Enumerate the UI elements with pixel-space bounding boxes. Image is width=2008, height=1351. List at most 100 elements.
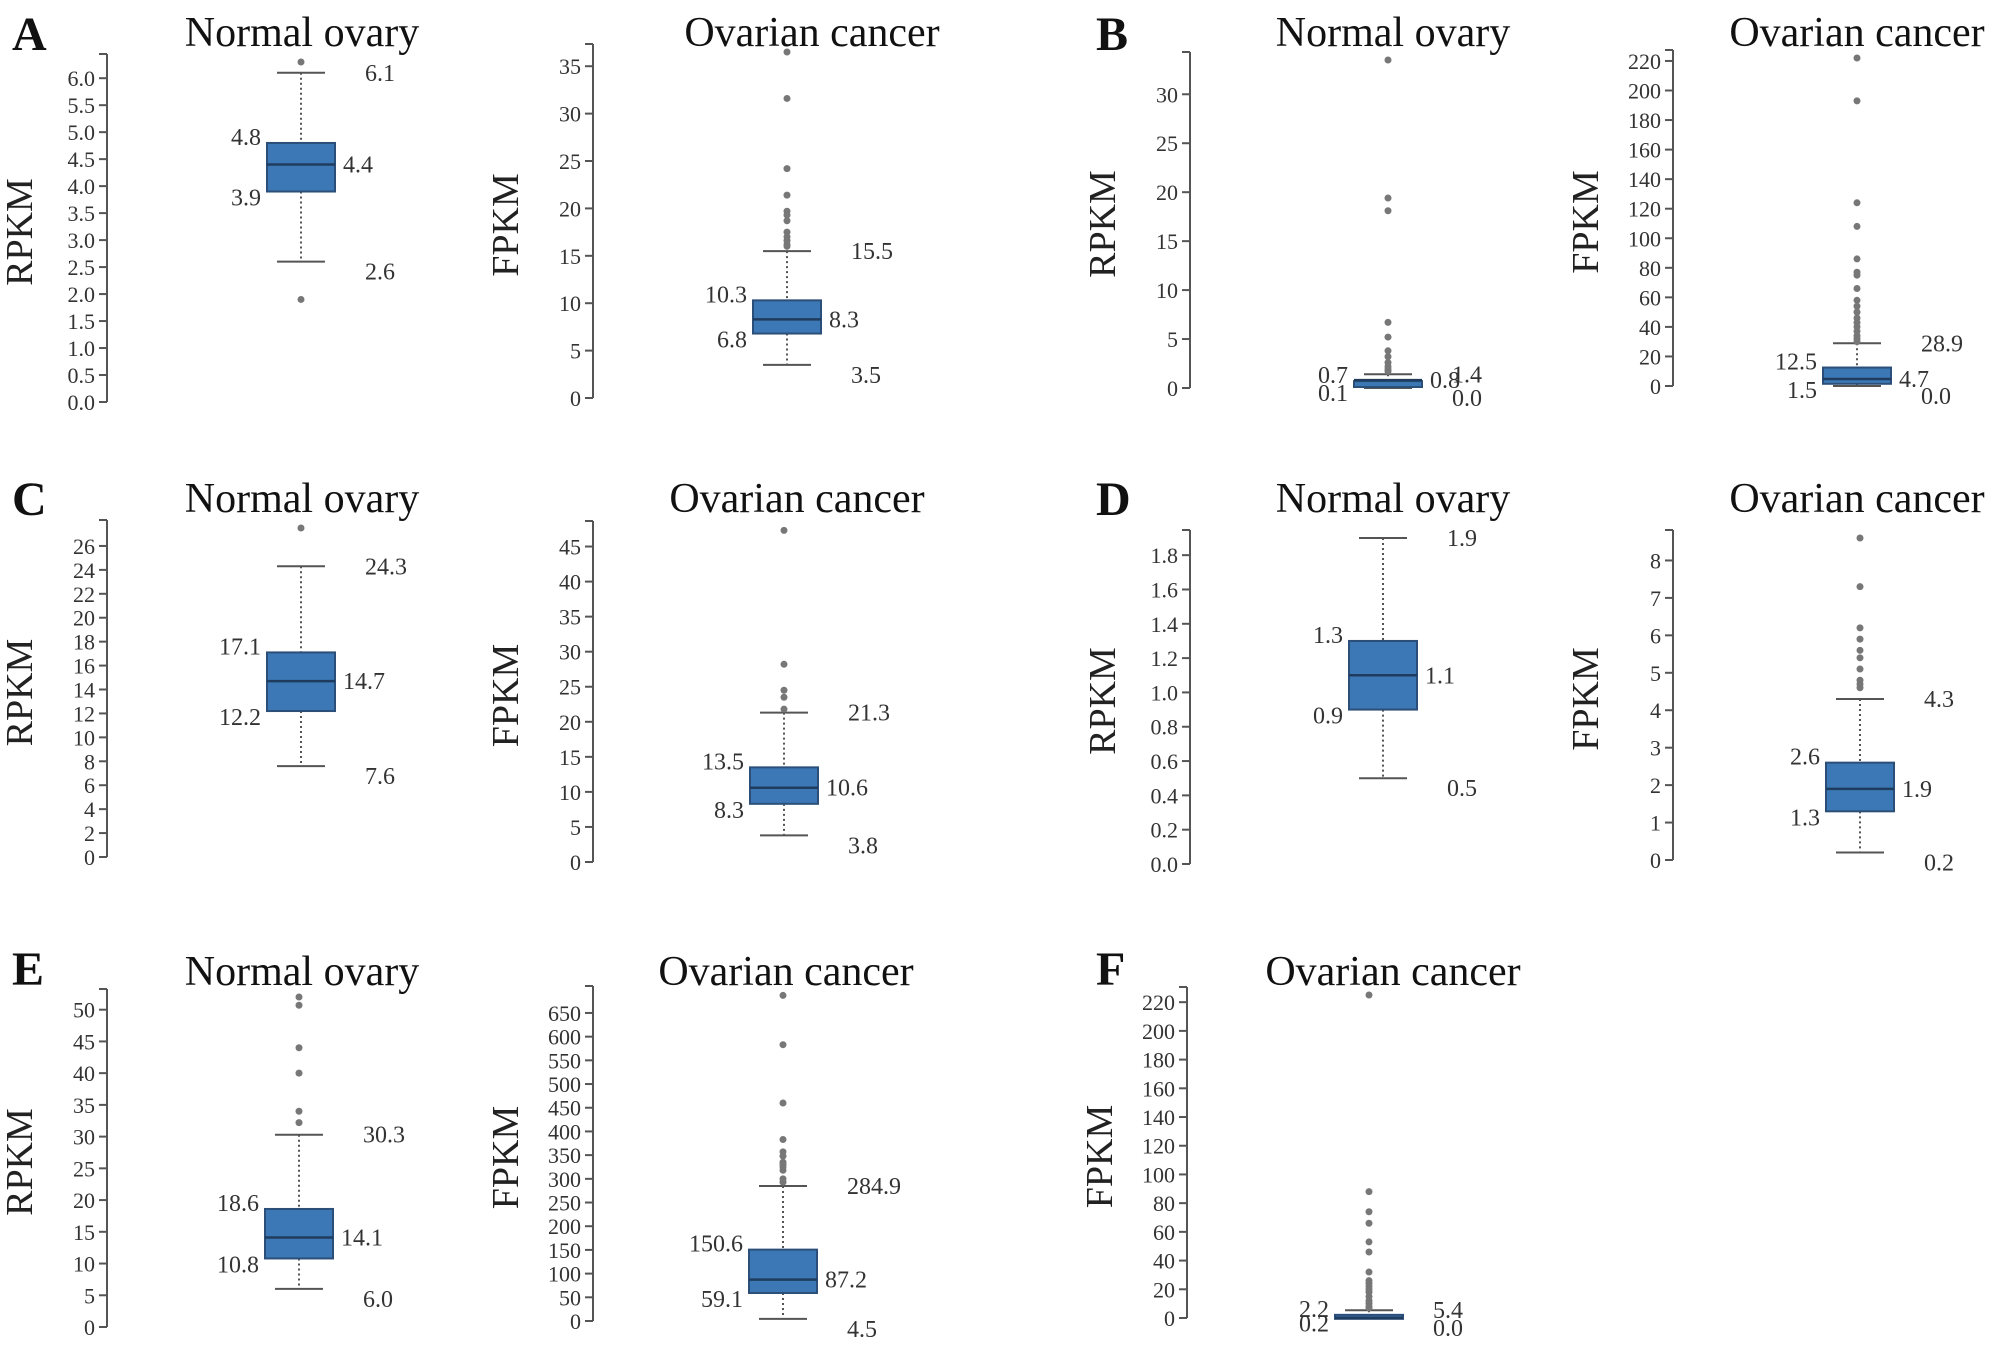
y-tick-label: 1.2 <box>1151 646 1179 671</box>
q1-label: 59.1 <box>701 1287 743 1313</box>
y-tick-label: 0.0 <box>1151 852 1179 877</box>
y-tick-label: 5 <box>1167 327 1178 352</box>
y-tick-label: 220 <box>1628 49 1661 74</box>
y-tick-label: 20 <box>73 1188 95 1213</box>
panel-letter-d: D <box>1096 473 1131 526</box>
y-tick-label: 0 <box>570 850 581 875</box>
y-tick-label: 0 <box>84 845 95 870</box>
iqr-box <box>264 1207 334 1260</box>
panel-letter-a: A <box>12 8 47 61</box>
y-axis-label: FPKM <box>1565 170 1607 274</box>
y-axis-label: FPKM <box>1079 1105 1121 1209</box>
y-tick-label: 650 <box>548 1001 581 1026</box>
y-tick-label: 16 <box>73 654 95 679</box>
y-tick-label: 100 <box>1628 226 1661 251</box>
y-tick-label: 3 <box>1650 736 1661 761</box>
whisker-low-label: 0.5 <box>1447 776 1477 802</box>
y-tick-label: 30 <box>1156 82 1178 107</box>
y-tick-label: 1.0 <box>68 336 96 361</box>
y-tick-label: 6.0 <box>68 66 96 91</box>
y-tick-label: 200 <box>548 1214 581 1239</box>
boxplot-d-normal-ovary: Normal ovary RPKM 0.0 0.2 0.4 0.6 0.8 1.0 1.2 1.4… <box>1082 476 1510 877</box>
y-tick-label: 140 <box>1628 167 1661 192</box>
q3-label: 18.6 <box>217 1191 259 1217</box>
y-tick-label: 0 <box>570 1309 581 1334</box>
boxplot-a-normal-ovary: Normal ovary RPKM 0.00.51.01.52.02.53.03.5… <box>0 10 419 415</box>
y-tick-label: 2 <box>84 821 95 846</box>
outlier-point <box>1853 222 1861 230</box>
outlier-point <box>1365 1304 1373 1312</box>
whisker-low-label: 0.0 <box>1921 384 1951 410</box>
y-tick-label: 160 <box>1628 138 1661 163</box>
y-tick-label: 20 <box>73 606 95 631</box>
boxplot-e-normal-ovary: Normal ovary RPKM 0 5 10 15 20 25 30 35 40 45 50 30.3… <box>0 949 419 1340</box>
y-tick-label: 0 <box>1167 376 1178 401</box>
outlier-point <box>1853 255 1861 263</box>
y-tick-label: 35 <box>559 605 581 630</box>
y-tick-label: 200 <box>1628 79 1661 104</box>
y-tick-label: 0 <box>84 1315 95 1340</box>
q1-label: 6.8 <box>717 328 747 354</box>
y-tick-label: 100 <box>548 1262 581 1287</box>
y-tick-label: 120 <box>1628 197 1661 222</box>
median-label: 14.1 <box>341 1226 383 1252</box>
outlier-point <box>780 705 788 713</box>
outlier-point <box>783 94 791 102</box>
y-tick-label: 0 <box>1164 1306 1175 1331</box>
y-tick-label: 40 <box>559 570 581 595</box>
y-tick-label: 0 <box>1650 374 1661 399</box>
y-tick-label: 200 <box>1142 1019 1175 1044</box>
outlier-point <box>1365 1268 1373 1276</box>
outlier-point <box>783 242 791 250</box>
y-axis-label: RPKM <box>0 178 41 286</box>
y-tick-label: 600 <box>548 1025 581 1050</box>
y-tick-label: 20 <box>559 710 581 735</box>
outlier-point <box>779 1166 787 1174</box>
y-tick-label: 15 <box>1156 229 1178 254</box>
q1-label: 0.1 <box>1318 381 1348 407</box>
iqr-box <box>266 141 336 193</box>
y-tick-label: 0.8 <box>1151 715 1179 740</box>
outlier-point <box>1856 684 1864 692</box>
y-tick-label: 45 <box>559 535 581 560</box>
y-tick-label: 14 <box>73 678 95 703</box>
boxplot-c-normal-ovary: Normal ovaryRPKM024681012141618202224262… <box>0 476 419 870</box>
y-tick-label: 40 <box>1639 315 1661 340</box>
q3-label: 0.7 <box>1318 363 1348 389</box>
outlier-point <box>780 660 788 668</box>
outlier-point <box>779 991 787 999</box>
panel-letter-c: C <box>12 473 47 526</box>
y-tick-label: 0.0 <box>68 390 96 415</box>
whisker-low-label: 0.0 <box>1452 386 1482 412</box>
y-tick-label: 20 <box>1153 1277 1175 1302</box>
y-axis-label: RPKM <box>0 639 41 747</box>
outlier-point <box>779 1135 787 1143</box>
y-tick-label: 30 <box>559 640 581 665</box>
outlier-point <box>295 1107 303 1115</box>
y-tick-label: 10 <box>1156 278 1178 303</box>
y-tick-label: 4 <box>84 797 95 822</box>
outlier-point <box>1853 97 1861 105</box>
y-tick-label: 25 <box>1156 131 1178 156</box>
y-tick-label: 1.4 <box>1151 612 1179 637</box>
y-tick-label: 1.8 <box>1151 543 1179 568</box>
y-tick-label: 1.6 <box>1151 577 1179 602</box>
iqr-box <box>1825 761 1895 813</box>
whisker-high-label: 5.4 <box>1433 1298 1463 1324</box>
outlier-point <box>1365 1238 1373 1246</box>
median-label: 0.8 <box>1430 368 1460 394</box>
median-label: 4.7 <box>1899 367 1929 393</box>
y-tick-label: 40 <box>73 1061 95 1086</box>
outlier-point <box>779 1152 787 1160</box>
y-tick-label: 0.6 <box>1151 749 1179 774</box>
whisker-low-label: 4.5 <box>847 1317 877 1343</box>
outlier-point <box>297 58 305 66</box>
iqr-box <box>749 766 819 805</box>
y-tick-label: 7 <box>1650 586 1661 611</box>
q1-label: 3.9 <box>231 186 261 212</box>
y-axis-label: RPKM <box>1082 647 1124 755</box>
chart-title: Ovarian cancer <box>1729 476 1984 522</box>
whisker-high-label: 30.3 <box>363 1123 405 1149</box>
plots-layer: Normal ovaryRPKM0.00.51.01.52.02.53.03.5… <box>0 10 1985 1343</box>
chart-title: Ovarian cancer <box>658 949 913 995</box>
